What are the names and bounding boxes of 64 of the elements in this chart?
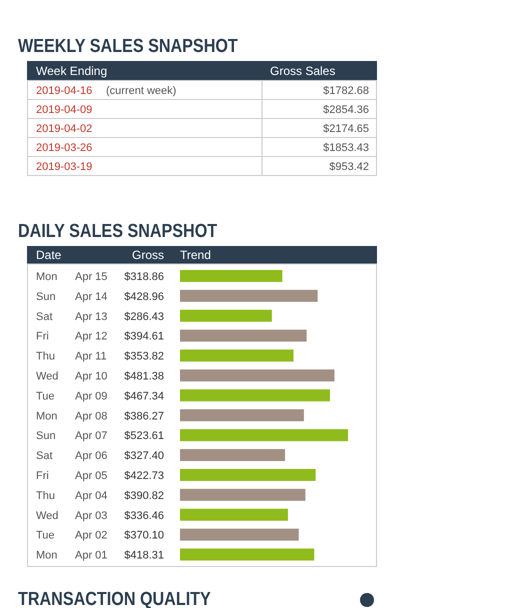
bar (180, 409, 304, 422)
data-label: $467.34 (124, 390, 164, 402)
bar (180, 429, 348, 442)
data-label: $353.82 (124, 350, 164, 363)
bar (180, 468, 316, 481)
data-label: $418.31 (124, 550, 164, 562)
bar (180, 449, 286, 462)
text: Date (36, 248, 62, 262)
category-label: Sun Apr 07 (36, 430, 108, 442)
category-label: Fri Apr 12 (36, 330, 108, 343)
category-label: Mon Apr 08 (36, 410, 108, 422)
data-label: $386.27 (124, 410, 164, 422)
bar (180, 350, 294, 362)
category-label: Sun Apr 14 (36, 290, 108, 303)
chart-title: DAILY SALES SNAPSHOT (18, 220, 218, 242)
category-label: Thu Apr 11 (36, 350, 107, 363)
bar (180, 508, 288, 521)
bar (180, 369, 334, 382)
data-label: $422.73 (124, 470, 164, 482)
bar (180, 330, 307, 342)
text: $953.42 (329, 161, 369, 173)
data-label: $523.61 (124, 430, 164, 442)
bar (180, 290, 318, 302)
bar (180, 389, 330, 402)
text: $2854.36 (323, 104, 369, 116)
category-label: Sat Apr 13 (36, 310, 108, 323)
text: $1853.43 (323, 142, 369, 154)
category-label: 2019-04-02 (36, 123, 92, 135)
category-label: 2019-03-19 (36, 161, 92, 173)
category-label: 2019-04-09 (36, 104, 92, 116)
text: Week Ending (36, 64, 108, 78)
category-label: 2019-04-16 (36, 85, 92, 97)
bar (180, 528, 299, 541)
category-label: Wed Apr 10 (36, 370, 108, 382)
data-label: $327.40 (124, 450, 164, 462)
text: Gross (132, 248, 164, 262)
data-label: $318.86 (124, 270, 164, 283)
category-label: Sat Apr 06 (36, 450, 108, 462)
data-label: $286.43 (124, 310, 164, 323)
category-label: Fri Apr 05 (36, 470, 108, 482)
text: $2174.65 (323, 123, 369, 135)
category-label: Mon Apr 15 (36, 270, 108, 283)
category-label: Wed Apr 03 (36, 510, 108, 522)
category-label: 2019-03-26 (36, 142, 92, 154)
bar (180, 270, 282, 282)
text: TRANSACTION QUALITY (18, 588, 212, 608)
data-label: $390.82 (124, 490, 164, 502)
text: (current week) (106, 85, 176, 97)
bar (180, 488, 306, 501)
data-label: $370.10 (124, 530, 164, 542)
data-label: $481.38 (124, 370, 164, 382)
category-label: Tue Apr 02 (36, 530, 108, 542)
text: WEEKLY SALES SNAPSHOT (18, 34, 238, 56)
data-label: $394.61 (124, 330, 164, 343)
data-label: $428.96 (124, 290, 164, 303)
text: Gross Sales (270, 64, 336, 78)
bar (180, 310, 272, 322)
text: $1782.68 (323, 85, 369, 97)
category-label: Tue Apr 09 (36, 390, 108, 402)
text: Trend (180, 248, 211, 262)
category-label: Thu Apr 04 (36, 490, 108, 502)
data-label: $336.46 (124, 510, 164, 522)
category-label: Mon Apr 01 (36, 550, 108, 562)
bar (180, 548, 314, 561)
